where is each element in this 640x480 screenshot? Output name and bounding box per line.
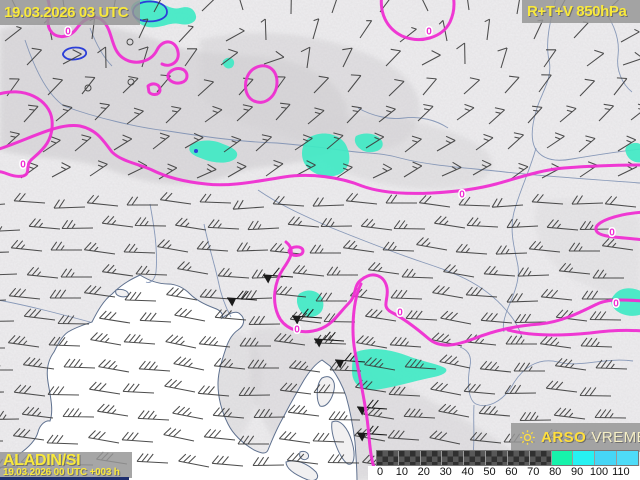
legend-cell [420,451,443,465]
svg-text:0: 0 [294,325,300,336]
legend-cell [507,451,530,465]
legend-label: 30 [439,466,452,478]
model-name-label: ALADIN/SI [3,452,81,469]
sea-and-coastline [0,274,358,480]
product-title-box: R+T+V 850hPa [522,0,640,23]
svg-text:0: 0 [65,27,71,38]
cold-contours [62,0,198,153]
legend-cell [398,451,421,465]
validity-time-label: 19.03.2026 03 UTC [4,4,129,21]
contour-value-labels: 0 0 0 0 0 0 0 0 [19,25,621,337]
svg-text:0: 0 [459,190,465,201]
legend-label: 90 [570,466,584,478]
precip-legend-bar [376,450,639,466]
legend-cell [551,451,574,465]
svg-text:0: 0 [20,160,26,171]
legend-label: 0 [376,466,384,478]
legend-cell [595,451,618,465]
legend-label: 60 [505,466,518,478]
legend-label: 100 [589,466,609,478]
legend-cell [377,451,399,465]
model-box-underline [0,477,129,480]
arso-vreme-logo: ARSO VREME [511,423,640,452]
brand-agency-label: ARSO [541,429,587,446]
legend-cell [464,451,487,465]
brand-service-label: VREME [591,429,640,446]
legend-cell [442,451,465,465]
sun-icon [520,430,535,445]
legend-label: 10 [395,466,409,478]
model-run-label: 19.03.2026 00 UTC +003 h [3,467,120,478]
legend-cell [529,451,552,465]
legend-label: 20 [417,466,430,478]
legend-label: 80 [549,466,562,478]
validity-time-box: 19.03.2026 03 UTC [0,0,140,25]
svg-text:0: 0 [613,299,619,310]
legend-cell [617,451,638,465]
svg-text:0: 0 [397,308,403,319]
legend-cell [486,451,508,465]
legend-label: 50 [483,466,496,478]
legend-label: 110 [612,466,630,478]
model-info-box: ALADIN/SI 19.03.2026 00 UTC +003 h [0,452,132,478]
legend-cell [573,451,596,465]
wind-barbs [0,0,640,468]
precip-legend-labels: 0 10 20 30 40 50 60 70 80 90 100 110 [368,466,640,480]
svg-text:0: 0 [609,228,615,239]
product-title-label: R+T+V 850hPa [527,3,627,20]
legend-label: 40 [461,466,474,478]
svg-text:0: 0 [426,27,432,38]
legend-label: 70 [527,466,540,478]
